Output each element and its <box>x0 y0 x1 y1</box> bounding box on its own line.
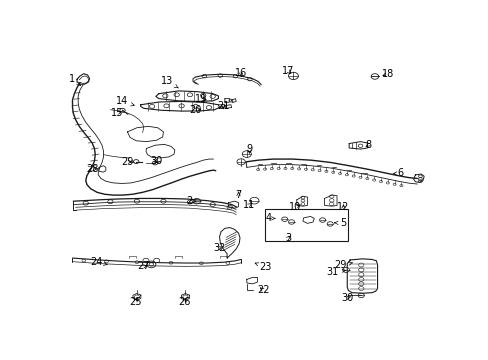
Text: 22: 22 <box>257 285 269 296</box>
Text: 24: 24 <box>90 257 107 267</box>
Text: 16: 16 <box>235 68 247 78</box>
Bar <box>264 209 347 242</box>
Text: 26: 26 <box>178 297 190 307</box>
Text: 29: 29 <box>121 157 133 167</box>
Text: 17: 17 <box>282 67 294 76</box>
Text: 30: 30 <box>341 293 353 303</box>
Text: 6: 6 <box>393 168 403 179</box>
Text: 4: 4 <box>265 213 274 224</box>
Text: 10: 10 <box>288 202 301 212</box>
Text: 32: 32 <box>213 243 225 253</box>
Text: 18: 18 <box>381 69 393 79</box>
Text: 21: 21 <box>217 100 229 111</box>
Text: 27: 27 <box>137 261 150 271</box>
Text: 31: 31 <box>325 267 345 277</box>
Text: 28: 28 <box>86 164 98 174</box>
Text: 5: 5 <box>334 218 346 228</box>
Text: 12: 12 <box>337 202 349 212</box>
Text: 14: 14 <box>115 96 134 107</box>
Text: 2: 2 <box>186 196 196 206</box>
Text: 20: 20 <box>189 105 202 115</box>
Text: 3: 3 <box>285 233 291 243</box>
Text: 19: 19 <box>195 94 207 104</box>
Text: 8: 8 <box>364 140 370 150</box>
Text: 9: 9 <box>246 144 252 154</box>
Text: 30: 30 <box>150 156 163 166</box>
Text: 13: 13 <box>161 76 178 88</box>
Text: 7: 7 <box>235 190 241 200</box>
Text: 15: 15 <box>111 108 123 118</box>
Text: 23: 23 <box>255 262 271 272</box>
Text: 11: 11 <box>242 201 254 210</box>
Text: 29: 29 <box>334 260 352 270</box>
Text: 25: 25 <box>128 297 141 307</box>
Text: 1: 1 <box>69 74 81 86</box>
